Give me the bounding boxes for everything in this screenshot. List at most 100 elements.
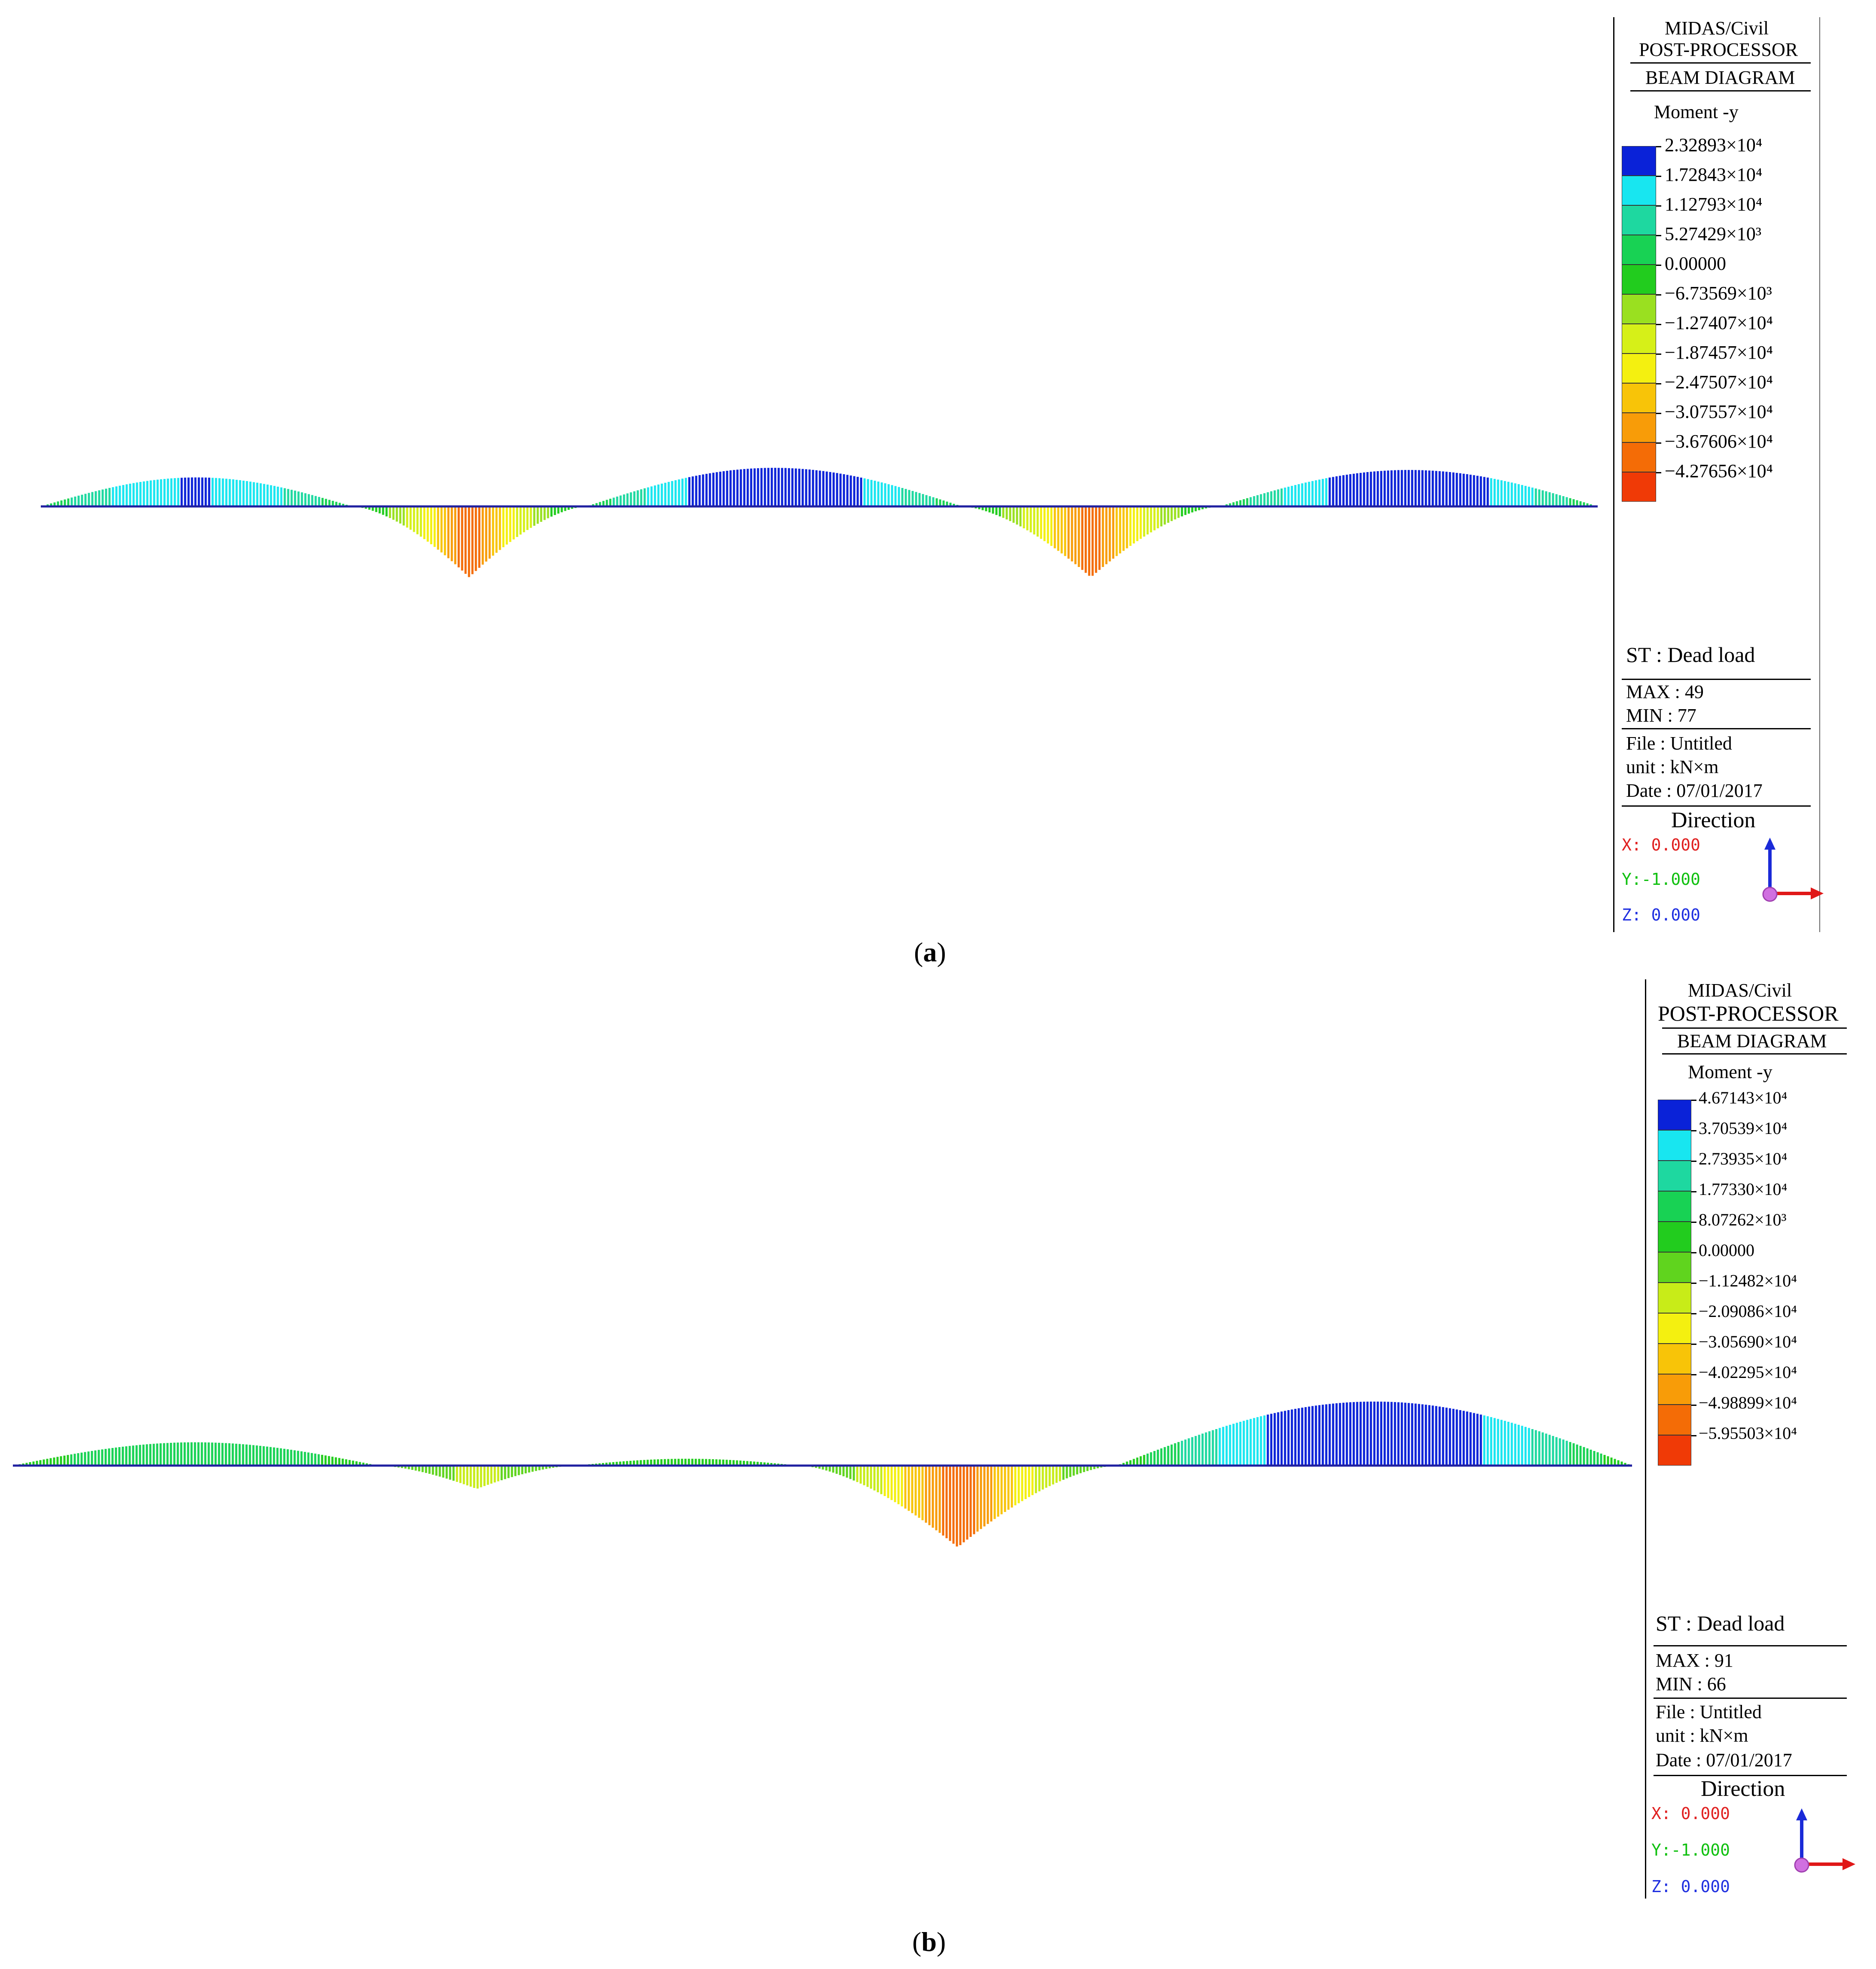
scale-swatch [1622, 413, 1656, 442]
scale-value: −5.95503×10⁴ [1699, 1423, 1797, 1443]
scale-tick [1691, 1313, 1696, 1314]
scale-swatch [1622, 354, 1656, 383]
scale-tick [1656, 442, 1661, 444]
scale-value: 3.70539×10⁴ [1699, 1119, 1788, 1138]
scale-tick [1691, 1435, 1696, 1436]
date-label: Date : 07/01/2017 [1656, 1750, 1792, 1771]
direction-x: X: 0.000 [1651, 1804, 1730, 1823]
unit-label: unit : kN×m [1626, 756, 1719, 777]
scale-swatch [1658, 1252, 1691, 1283]
scale-value: −3.05690×10⁴ [1699, 1332, 1797, 1351]
figure-a: MIDAS/Civil POST-PROCESSOR BEAM DIAGRAM … [0, 0, 1876, 971]
date-label: Date : 07/01/2017 [1626, 780, 1763, 801]
file-label: File : Untitled [1656, 1701, 1762, 1722]
scale-tick [1691, 1100, 1696, 1101]
legend-panel: MIDAS/Civil POST-PROCESSOR BEAM DIAGRAM … [1613, 17, 1824, 932]
scale-value: −6.73569×10³ [1665, 283, 1772, 304]
scale-swatch [1622, 205, 1656, 235]
scale-swatch [1658, 1222, 1691, 1252]
load-case: ST : Dead load [1656, 1611, 1785, 1635]
program-title: MIDAS/Civil [1688, 980, 1792, 1001]
scale-tick [1656, 205, 1661, 207]
scale-value: −1.12482×10⁴ [1699, 1271, 1797, 1290]
legend-rule [1662, 1053, 1847, 1055]
min-label: MIN : 66 [1656, 1673, 1726, 1695]
scale-value: 1.12793×10⁴ [1665, 194, 1763, 215]
caption-a: (a) [914, 937, 946, 967]
scale-tick [1691, 1161, 1696, 1162]
direction-x: X: 0.000 [1622, 835, 1701, 854]
scale-tick [1656, 176, 1661, 177]
scale-tick [1691, 1252, 1696, 1253]
axis-triad-icon [1794, 1808, 1855, 1873]
scale-swatch [1622, 324, 1656, 354]
scale-swatch [1622, 383, 1656, 413]
max-label: MAX : 49 [1626, 681, 1704, 702]
scale-value: −3.67606×10⁴ [1665, 431, 1773, 452]
direction-z: Z: 0.000 [1622, 905, 1701, 924]
beam-moment-diagram-b [13, 1401, 1632, 1547]
scale-tick [1656, 354, 1661, 355]
quantity-label: Moment -y [1688, 1061, 1772, 1082]
caption-label: a [923, 937, 937, 967]
scale-swatch [1622, 146, 1656, 176]
scale-swatch [1622, 176, 1656, 205]
module-title: POST-PROCESSOR [1639, 39, 1798, 60]
scale-value: 2.73935×10⁴ [1699, 1149, 1788, 1168]
direction-z: Z: 0.000 [1651, 1877, 1730, 1896]
scale-value: −4.02295×10⁴ [1699, 1362, 1797, 1382]
scale-value: −4.27656×10⁴ [1665, 460, 1773, 482]
scale-tick [1656, 324, 1661, 325]
direction-y: Y:-1.000 [1622, 870, 1701, 889]
scale-value: 2.32893×10⁴ [1665, 134, 1763, 155]
caption-b: (b) [912, 1926, 946, 1957]
load-case: ST : Dead load [1626, 643, 1755, 667]
legend-divider [1645, 979, 1646, 1899]
scale-value: 1.77330×10⁴ [1699, 1180, 1788, 1199]
legend-panel: MIDAS/Civil POST-PROCESSOR BEAM DIAGRAM … [1645, 979, 1855, 1899]
scale-tick [1656, 265, 1661, 266]
legend-rule [1622, 805, 1811, 807]
scale-swatch [1658, 1435, 1691, 1466]
scale-tick [1656, 383, 1661, 384]
scale-tick [1691, 1191, 1696, 1192]
quantity-label: Moment -y [1654, 101, 1739, 122]
scale-swatch [1658, 1283, 1691, 1313]
direction-title: Direction [1701, 1777, 1785, 1801]
scale-tick [1656, 413, 1661, 414]
scale-value: −4.98899×10⁴ [1699, 1393, 1797, 1412]
scale-tick [1691, 1130, 1696, 1131]
caption-label: b [921, 1926, 937, 1957]
scale-value: −2.47507×10⁴ [1665, 372, 1773, 393]
scale-swatch [1658, 1405, 1691, 1435]
program-title: MIDAS/Civil [1665, 18, 1769, 39]
scale-value: 1.72843×10⁴ [1665, 164, 1763, 185]
scale-swatch [1622, 235, 1656, 265]
scale-value: −2.09086×10⁴ [1699, 1301, 1797, 1321]
legend-rule [1622, 728, 1811, 729]
scale-swatch [1658, 1344, 1691, 1374]
legend-rule [1654, 1645, 1847, 1646]
legend-divider-right [1819, 17, 1820, 932]
scale-swatch [1658, 1374, 1691, 1405]
legend-rule [1662, 1027, 1847, 1029]
legend-rule [1654, 1698, 1847, 1699]
scale-swatch [1658, 1130, 1691, 1161]
beam-moment-diagram-a [41, 468, 1598, 577]
legend-rule [1630, 90, 1811, 91]
diagram-title: BEAM DIAGRAM [1645, 67, 1795, 88]
scale-value: −1.87457×10⁴ [1665, 342, 1773, 363]
scale-value: 0.00000 [1699, 1241, 1754, 1260]
file-label: File : Untitled [1626, 733, 1732, 754]
scale-swatch [1658, 1161, 1691, 1191]
scale-value: 0.00000 [1665, 253, 1726, 274]
scale-tick [1656, 235, 1661, 236]
axis-triad-icon [1762, 838, 1824, 902]
max-label: MAX : 91 [1656, 1650, 1733, 1671]
scale-value: −1.27407×10⁴ [1665, 312, 1773, 333]
legend-rule [1622, 679, 1811, 680]
diagram-title: BEAM DIAGRAM [1677, 1030, 1827, 1052]
module-title: POST-PROCESSOR [1658, 1001, 1839, 1025]
legend-rule [1630, 62, 1811, 64]
scale-tick [1691, 1374, 1696, 1375]
